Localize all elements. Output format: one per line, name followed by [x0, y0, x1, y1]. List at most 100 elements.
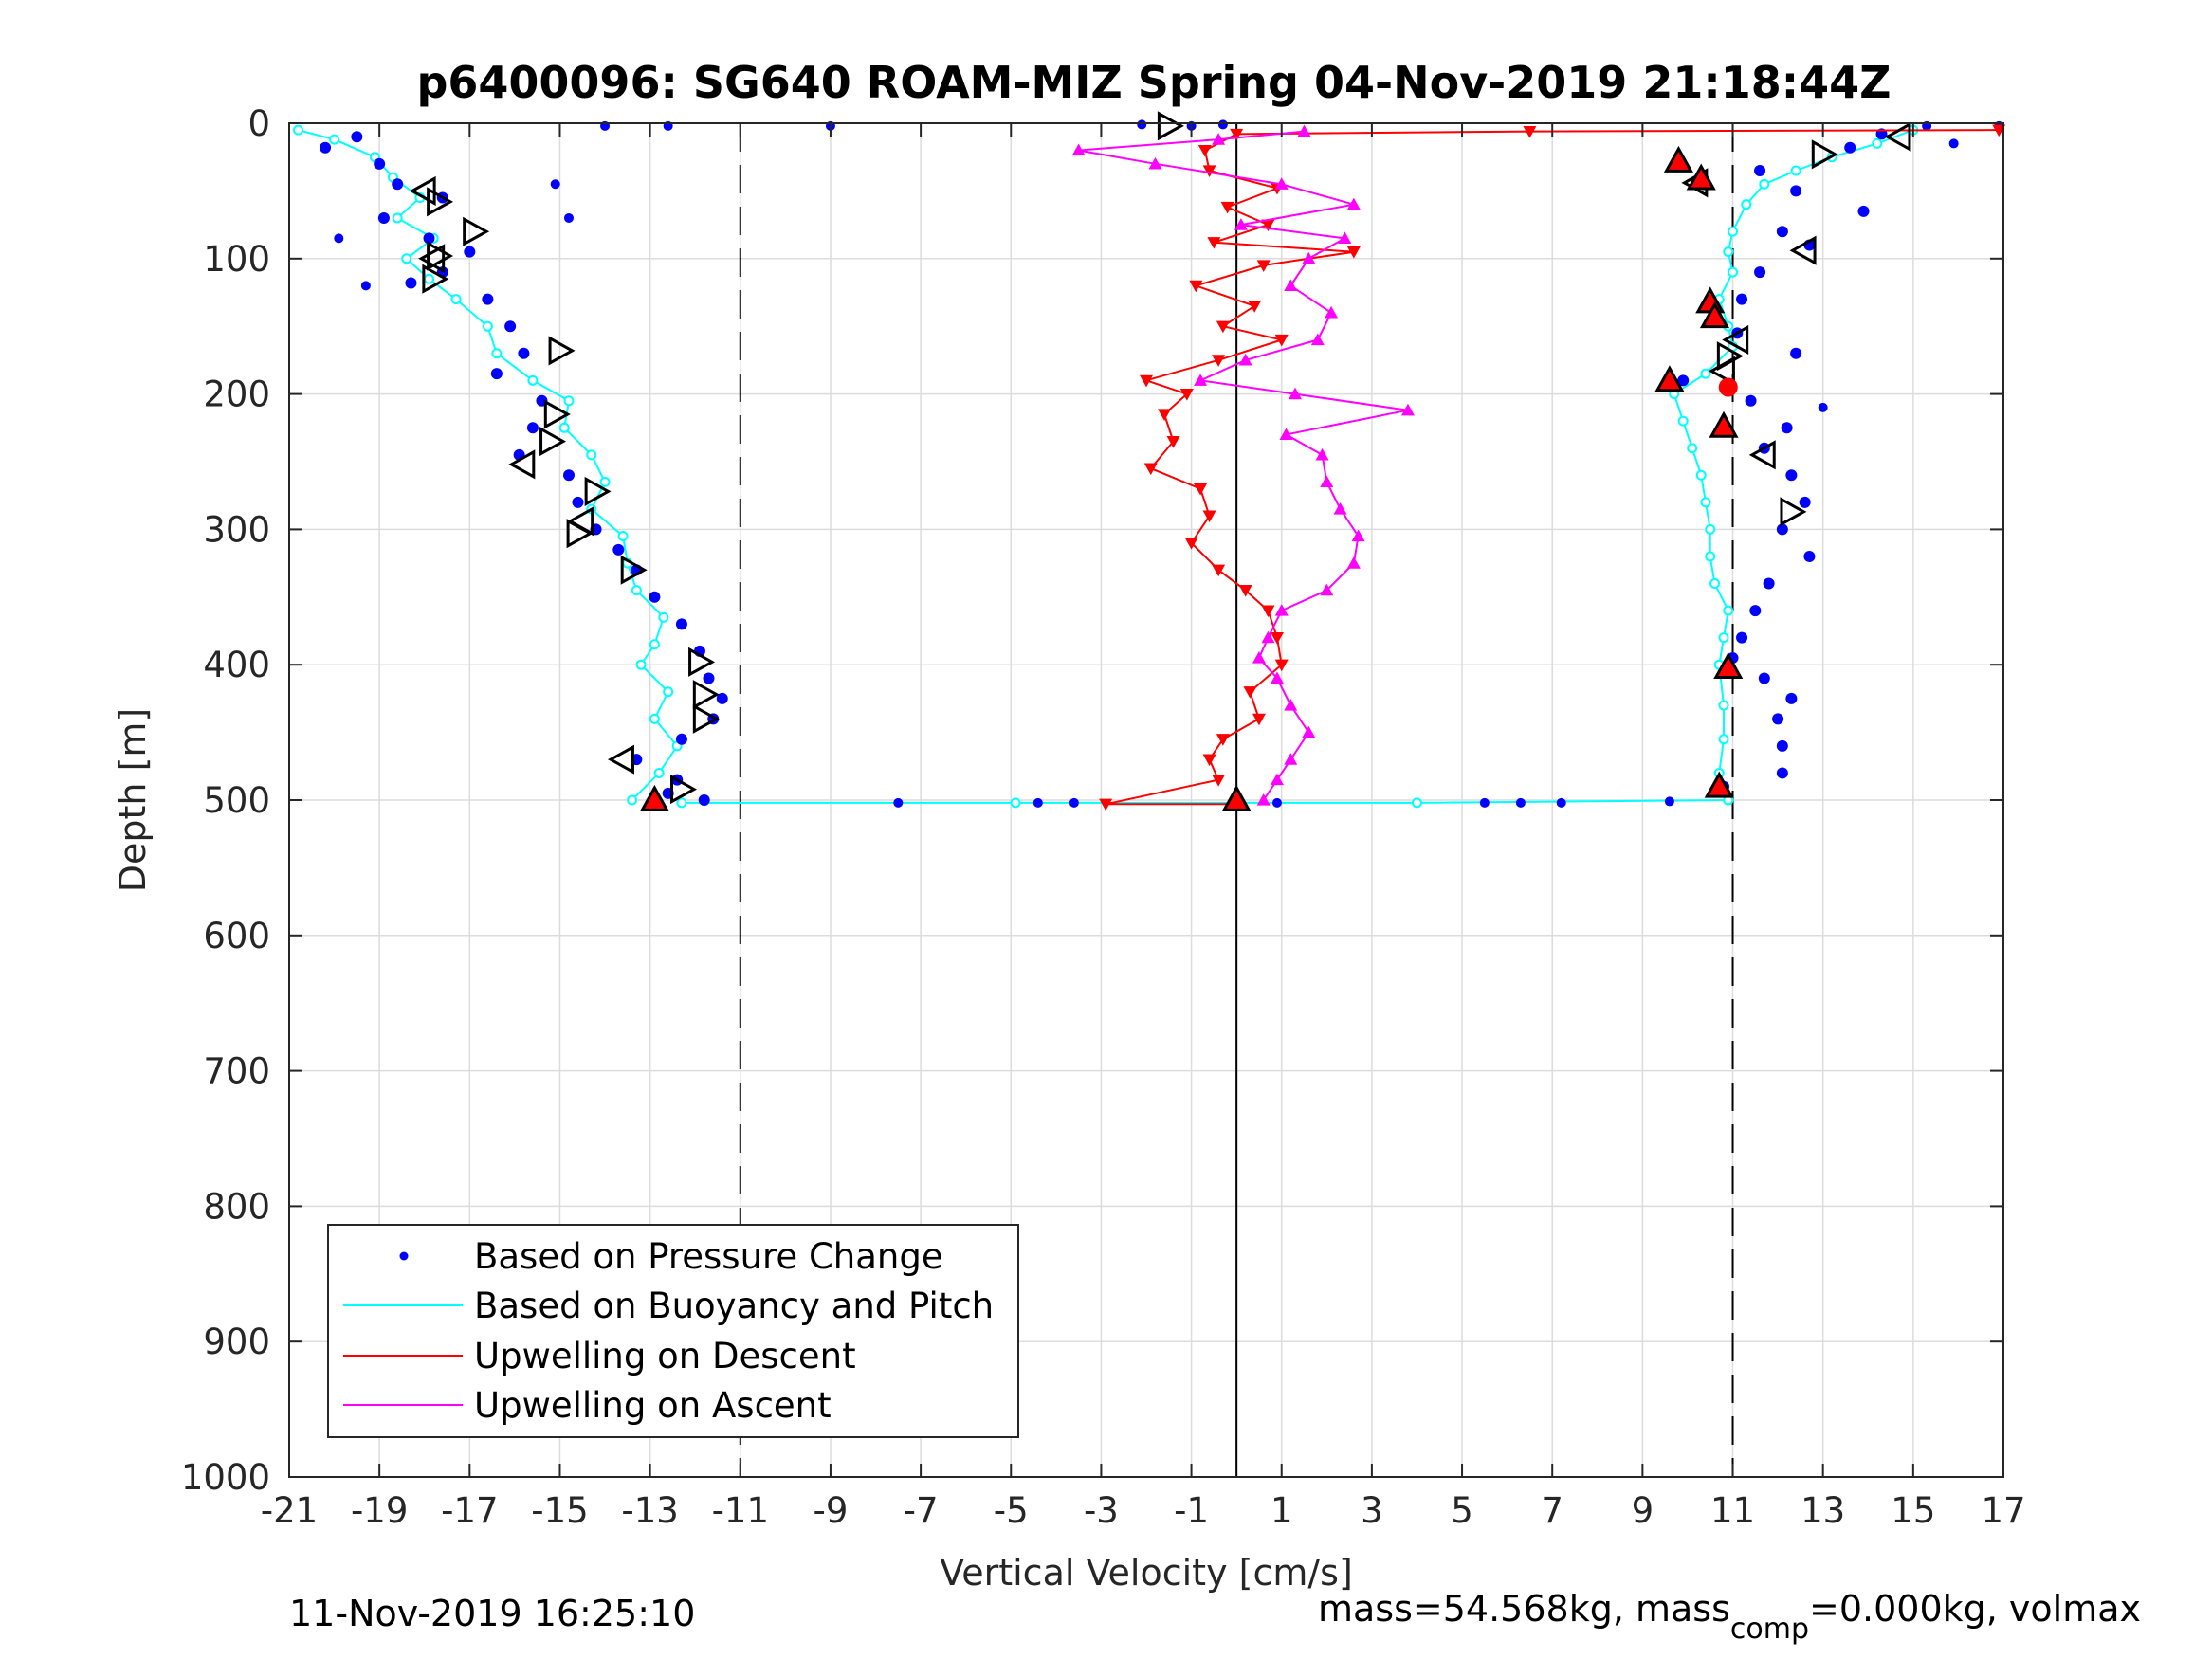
upwelling-descent-point — [1197, 144, 1212, 157]
upwelling-descent-point — [1256, 260, 1271, 272]
upwelling-ascent-point — [1256, 793, 1271, 806]
pressure-change-point — [374, 157, 386, 170]
open-triangle-marker — [539, 427, 567, 457]
upwelling-ascent-point — [1284, 279, 1298, 291]
open-triangle-marker — [1789, 235, 1817, 265]
open-triangle-marker — [620, 555, 648, 585]
legend-marker-pressure — [399, 1251, 409, 1261]
upwelling-descent-point — [1202, 165, 1216, 177]
buoyancy-pitch-point — [527, 374, 539, 386]
buoyancy-pitch-point — [1723, 605, 1734, 616]
upwelling-ascent-point — [1194, 374, 1208, 386]
y-tick-label: 800 — [203, 1186, 270, 1227]
buoyancy-pitch-point — [631, 585, 642, 596]
pressure-change-point — [1754, 266, 1766, 279]
upwelling-descent-point — [1140, 374, 1153, 388]
upwelling-descent-point — [1252, 713, 1266, 726]
pressure-change-point — [504, 320, 517, 333]
upwelling-ascent-point — [1212, 133, 1226, 145]
open-triangle-marker — [409, 175, 436, 206]
buoyancy-pitch-point — [617, 531, 629, 542]
open-triangle-marker — [1811, 139, 1838, 170]
legend-label-pressure: Based on Pressure Change — [474, 1236, 943, 1277]
buoyancy-pitch-point — [653, 767, 665, 778]
upwelling-descent-point — [1194, 483, 1208, 496]
x-tick-label: -7 — [904, 1490, 939, 1531]
pressure-change-point — [1677, 374, 1690, 387]
open-triangle-marker — [584, 476, 612, 506]
x-tick-label: 11 — [1710, 1490, 1755, 1531]
open-triangle-marker — [1780, 497, 1807, 527]
buoyancy-pitch-point — [392, 212, 403, 224]
buoyancy-pitch-point — [1010, 797, 1021, 809]
open-triangle-marker — [422, 264, 449, 294]
open-triangle-marker — [418, 244, 446, 274]
upwelling-ascent-point — [1284, 699, 1298, 711]
y-tick-label: 0 — [247, 103, 270, 144]
red-triangle-marker — [1654, 365, 1685, 392]
pressure-change-point — [482, 293, 494, 305]
pressure-change-point — [490, 368, 503, 380]
x-tick-label: -3 — [1084, 1490, 1119, 1531]
buoyancy-pitch-point — [1718, 632, 1729, 644]
footer-mass-sub: comp — [1730, 1613, 1809, 1646]
buoyancy-pitch-point — [658, 611, 669, 623]
upwelling-descent-point — [1212, 564, 1226, 577]
buoyancy-pitch-point — [1700, 497, 1711, 508]
upwelling-descent-point — [1099, 798, 1113, 811]
y-tick-label: 600 — [203, 916, 270, 957]
upwelling-descent-point — [1274, 659, 1289, 672]
pressure-change-point — [1749, 605, 1762, 617]
upwelling-ascent-point — [1274, 177, 1289, 190]
pressure-change-point — [1758, 672, 1770, 684]
buoyancy-pitch-point — [635, 659, 647, 670]
upwelling-descent-point — [1230, 128, 1244, 141]
buoyancy-pitch-point — [627, 794, 638, 806]
footer-timestamp: 11-Nov-2019 16:25:10 — [289, 1593, 695, 1634]
pressure-change-point — [1857, 205, 1870, 217]
buoyancy-pitch-point — [1700, 368, 1711, 379]
x-tick-label: -15 — [531, 1490, 588, 1531]
pressure-change-point — [1754, 164, 1766, 176]
pressure-change-point — [351, 131, 363, 143]
x-tick-label: -13 — [621, 1490, 678, 1531]
upwelling-descent-point — [1261, 219, 1275, 232]
x-axis-label: Vertical Velocity [cm/s] — [940, 1552, 1353, 1594]
pressure-change-point — [893, 797, 904, 808]
upwelling-descent-point — [1216, 320, 1230, 334]
red-triangle-marker — [1709, 410, 1739, 438]
y-axis-ticks: 0 100 200 300 400 500 600 700 800 900 1000 — [181, 103, 2003, 1498]
pressure-change-point — [1271, 797, 1282, 808]
y-tick-label: 900 — [203, 1322, 270, 1362]
upwelling-ascent-point — [1284, 753, 1298, 765]
upwelling-descent-point — [1158, 409, 1172, 422]
pressure-change-point — [1745, 394, 1757, 407]
upwelling-descent-point — [1212, 774, 1226, 787]
buoyancy-pitch-point — [1759, 178, 1770, 190]
buoyancy-pitch-point — [329, 134, 340, 145]
upwelling-descent-point — [1220, 201, 1234, 214]
x-tick-label: -1 — [1174, 1490, 1209, 1531]
open-triangle-marker — [1722, 324, 1749, 356]
buoyancy-pitch-point — [482, 320, 493, 332]
red-triangle-marker — [1221, 784, 1252, 811]
buoyancy-pitch-point — [649, 639, 660, 650]
pressure-change-point — [1785, 469, 1798, 482]
open-triangle-marker — [543, 399, 571, 429]
open-triangle-marker — [670, 775, 698, 805]
x-tick-label: 1 — [1271, 1490, 1293, 1531]
pressure-change-point — [1803, 550, 1816, 562]
pressure-change-point — [1664, 796, 1674, 807]
upwelling-ascent-point — [1071, 143, 1086, 156]
upwelling-descent-point — [1248, 301, 1262, 313]
upwelling-ascent-point — [1234, 218, 1248, 230]
legend-label-buoyancy: Based on Buoyancy and Pitch — [474, 1285, 994, 1326]
pressure-change-point — [562, 469, 575, 482]
y-tick-label: 400 — [203, 645, 270, 685]
upwelling-ascent-line — [1078, 130, 1409, 801]
upwelling-descent-point — [1238, 585, 1252, 597]
x-tick-label: -9 — [813, 1490, 848, 1531]
pressure-change-point — [1069, 797, 1079, 808]
buoyancy-pitch-point — [1709, 578, 1720, 590]
x-tick-label: 5 — [1451, 1490, 1473, 1531]
